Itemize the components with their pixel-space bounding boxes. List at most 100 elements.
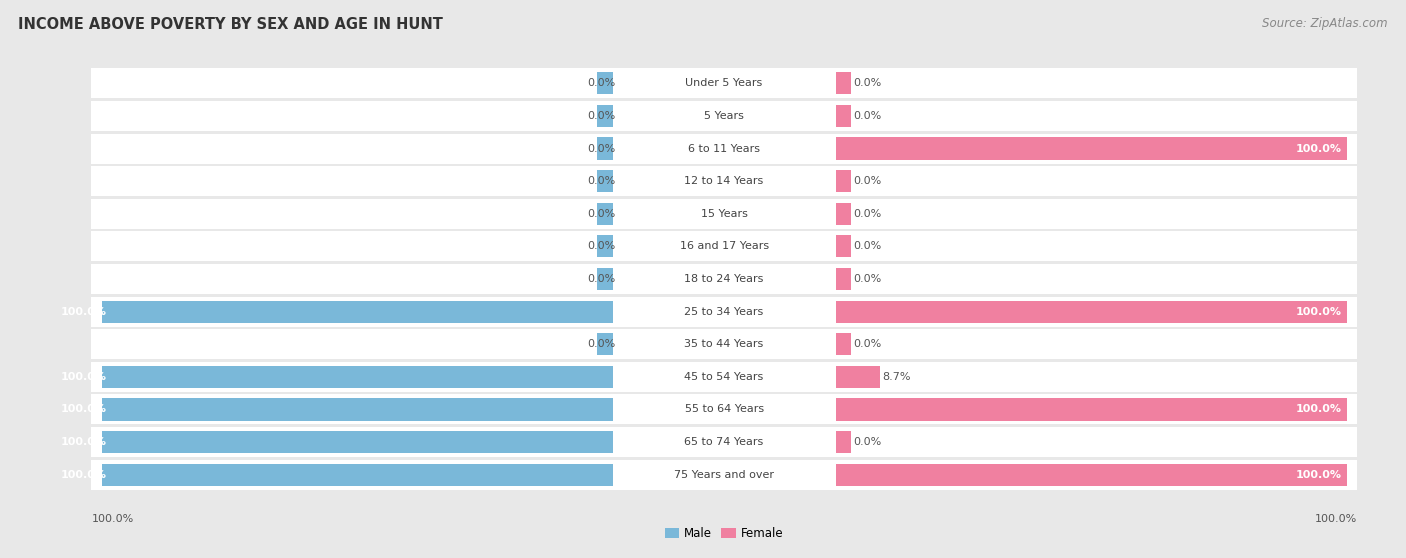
Text: INCOME ABOVE POVERTY BY SEX AND AGE IN HUNT: INCOME ABOVE POVERTY BY SEX AND AGE IN H… (18, 17, 443, 32)
Bar (598, 333, 613, 355)
Text: 100.0%: 100.0% (1295, 470, 1341, 480)
Text: 0.0%: 0.0% (853, 339, 882, 349)
Bar (91, 232, 623, 261)
Text: 0.0%: 0.0% (853, 209, 882, 219)
Text: 0.0%: 0.0% (586, 209, 616, 219)
Text: 65 to 74 Years: 65 to 74 Years (685, 437, 763, 447)
Text: 18 to 24 Years: 18 to 24 Years (685, 274, 763, 284)
Bar (623, 199, 825, 229)
Bar (598, 137, 613, 160)
Bar (825, 329, 1357, 359)
Text: 0.0%: 0.0% (853, 437, 882, 447)
Bar (835, 203, 851, 225)
Text: 25 to 34 Years: 25 to 34 Years (685, 307, 763, 316)
Bar (91, 329, 623, 359)
Bar (598, 268, 613, 290)
Text: 100.0%: 100.0% (91, 514, 134, 524)
Bar (825, 297, 1357, 326)
Bar (101, 301, 613, 323)
Bar (835, 72, 851, 94)
Bar (91, 427, 623, 457)
Bar (623, 232, 825, 261)
Text: 100.0%: 100.0% (1295, 307, 1341, 316)
Bar (598, 203, 613, 225)
Bar (835, 105, 851, 127)
Bar (91, 362, 623, 392)
Bar (825, 68, 1357, 98)
Bar (835, 398, 1347, 421)
Text: 0.0%: 0.0% (853, 274, 882, 284)
Text: 0.0%: 0.0% (853, 111, 882, 121)
Text: 100.0%: 100.0% (60, 437, 107, 447)
Bar (91, 264, 623, 294)
Bar (623, 264, 825, 294)
Text: 5 Years: 5 Years (704, 111, 744, 121)
Bar (825, 264, 1357, 294)
Bar (825, 362, 1357, 392)
Text: 100.0%: 100.0% (60, 307, 107, 316)
Bar (623, 101, 825, 131)
Bar (91, 297, 623, 326)
Text: 16 and 17 Years: 16 and 17 Years (679, 242, 769, 251)
Bar (598, 72, 613, 94)
Text: 0.0%: 0.0% (586, 143, 616, 153)
Bar (835, 137, 1347, 160)
Bar (835, 366, 880, 388)
Bar (91, 68, 623, 98)
Text: 100.0%: 100.0% (60, 405, 107, 415)
Text: Source: ZipAtlas.com: Source: ZipAtlas.com (1263, 17, 1388, 30)
Bar (825, 133, 1357, 163)
Bar (623, 166, 825, 196)
Bar (91, 199, 623, 229)
Bar (623, 362, 825, 392)
Bar (825, 395, 1357, 425)
Bar (835, 268, 851, 290)
Text: 0.0%: 0.0% (586, 176, 616, 186)
Bar (91, 101, 623, 131)
Bar (623, 133, 825, 163)
Bar (101, 366, 613, 388)
Bar (623, 297, 825, 326)
Text: 0.0%: 0.0% (853, 78, 882, 88)
Bar (101, 431, 613, 453)
Bar (623, 460, 825, 490)
Bar (101, 398, 613, 421)
Text: 0.0%: 0.0% (853, 242, 882, 251)
Bar (598, 105, 613, 127)
Text: 0.0%: 0.0% (853, 176, 882, 186)
Text: 45 to 54 Years: 45 to 54 Years (685, 372, 763, 382)
Bar (835, 170, 851, 192)
Text: 100.0%: 100.0% (1295, 143, 1341, 153)
Text: 75 Years and over: 75 Years and over (673, 470, 775, 480)
Bar (825, 166, 1357, 196)
Text: 0.0%: 0.0% (586, 339, 616, 349)
Bar (825, 427, 1357, 457)
Text: 0.0%: 0.0% (586, 242, 616, 251)
Bar (598, 170, 613, 192)
Bar (835, 464, 1347, 486)
Bar (623, 68, 825, 98)
Text: 55 to 64 Years: 55 to 64 Years (685, 405, 763, 415)
Bar (835, 235, 851, 257)
Bar (825, 199, 1357, 229)
Text: Under 5 Years: Under 5 Years (686, 78, 762, 88)
Text: 0.0%: 0.0% (586, 111, 616, 121)
Bar (835, 301, 1347, 323)
Bar (835, 333, 851, 355)
Text: 0.0%: 0.0% (586, 274, 616, 284)
Bar (835, 431, 851, 453)
Bar (825, 101, 1357, 131)
Text: 35 to 44 Years: 35 to 44 Years (685, 339, 763, 349)
Text: 12 to 14 Years: 12 to 14 Years (685, 176, 763, 186)
Bar (623, 427, 825, 457)
Bar (91, 133, 623, 163)
Bar (91, 460, 623, 490)
Text: 100.0%: 100.0% (1315, 514, 1357, 524)
Text: 8.7%: 8.7% (883, 372, 911, 382)
Bar (101, 464, 613, 486)
Bar (91, 166, 623, 196)
Bar (598, 235, 613, 257)
Legend: Male, Female: Male, Female (661, 522, 787, 545)
Text: 15 Years: 15 Years (700, 209, 748, 219)
Bar (623, 395, 825, 425)
